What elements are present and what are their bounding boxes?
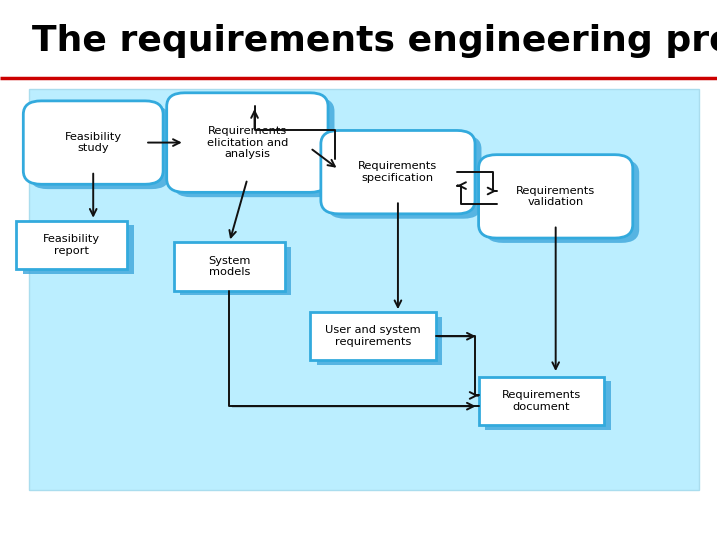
Text: Requirements
document: Requirements document [502, 390, 581, 412]
FancyBboxPatch shape [173, 98, 334, 197]
FancyBboxPatch shape [24, 101, 163, 184]
FancyBboxPatch shape [16, 221, 128, 269]
FancyBboxPatch shape [29, 89, 699, 490]
Text: Feasibility
study: Feasibility study [65, 132, 122, 153]
FancyBboxPatch shape [310, 312, 435, 360]
Text: Requirements
elicitation and
analysis: Requirements elicitation and analysis [206, 126, 288, 159]
Text: Requirements
validation: Requirements validation [516, 186, 595, 207]
FancyBboxPatch shape [321, 130, 475, 214]
FancyBboxPatch shape [327, 135, 481, 219]
FancyBboxPatch shape [181, 247, 291, 295]
FancyBboxPatch shape [166, 93, 328, 193]
FancyBboxPatch shape [479, 377, 604, 425]
FancyBboxPatch shape [174, 242, 285, 291]
FancyBboxPatch shape [485, 159, 639, 243]
FancyBboxPatch shape [23, 225, 133, 274]
FancyBboxPatch shape [317, 317, 442, 365]
FancyBboxPatch shape [479, 155, 633, 238]
Text: Requirements
specification: Requirements specification [358, 161, 437, 183]
Text: Feasibility
report: Feasibility report [43, 234, 100, 256]
Text: User and system
requirements: User and system requirements [325, 325, 421, 347]
FancyBboxPatch shape [485, 381, 610, 430]
Text: The requirements engineering process: The requirements engineering process [32, 24, 717, 58]
Text: System
models: System models [208, 256, 251, 277]
FancyBboxPatch shape [30, 105, 170, 189]
